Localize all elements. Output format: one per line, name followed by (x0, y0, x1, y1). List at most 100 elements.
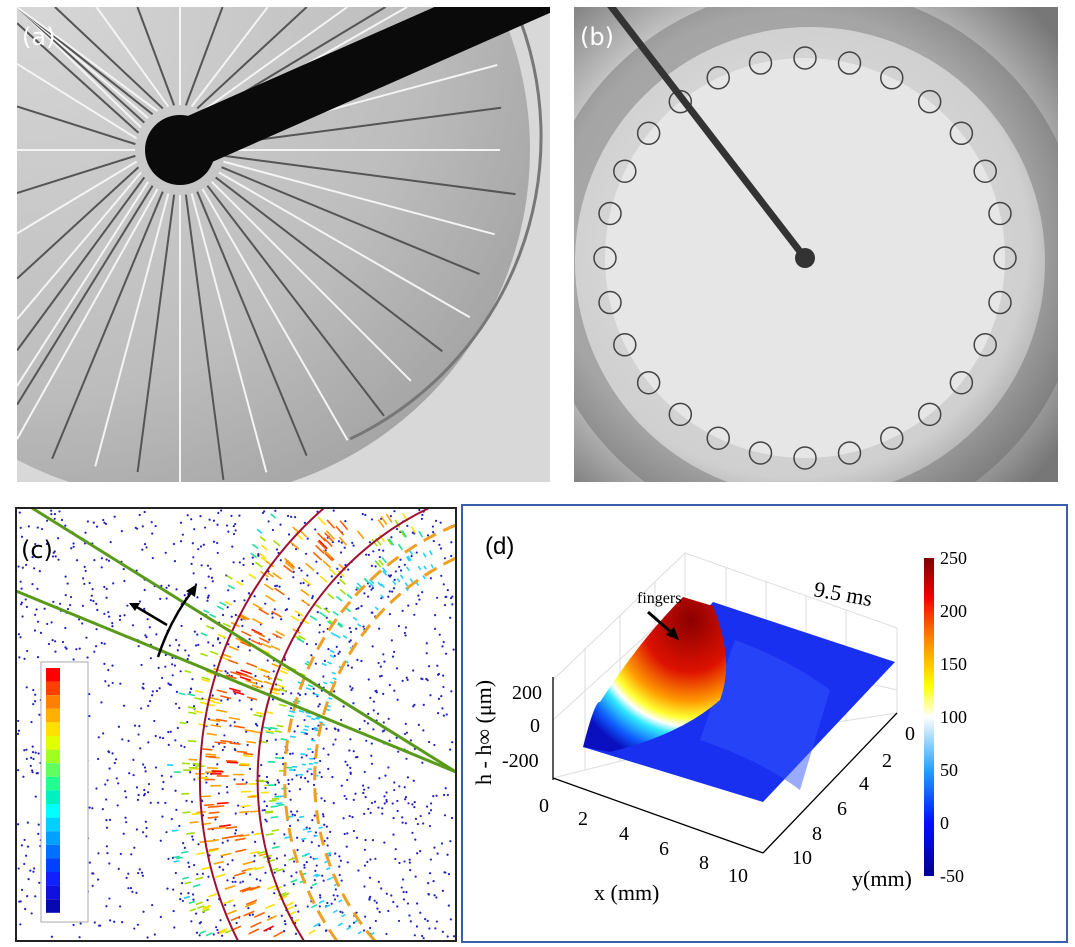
velocity-vector (244, 901, 257, 908)
tracer-dot (21, 615, 24, 618)
tracer-dot (299, 776, 303, 779)
velocity-vector (184, 669, 192, 674)
tracer-dot (425, 677, 428, 681)
tracer-dot (344, 760, 347, 763)
velocity-vector (183, 895, 191, 900)
tracer-dot (81, 604, 85, 607)
tracer-dot (395, 527, 399, 531)
tracer-dot (355, 588, 358, 591)
velocity-vector (220, 852, 232, 857)
rim-scallop (748, 441, 773, 465)
tracer-dot (376, 712, 380, 715)
needle-tip (145, 115, 215, 185)
tracer-dot (396, 698, 399, 701)
tracer-dot (348, 814, 351, 818)
tracer-dot (292, 570, 295, 573)
tracer-dot (111, 622, 114, 625)
tracer-dot (361, 513, 364, 516)
velocity-vector (246, 740, 257, 744)
velocity-vector (263, 925, 274, 932)
tracer-dot (95, 787, 98, 790)
tracer-dot (271, 612, 274, 615)
velocity-vector (251, 618, 263, 625)
tracer-dot (133, 724, 137, 727)
panel-d-label: (d) (485, 533, 514, 560)
velocity-vector (388, 538, 395, 546)
colorbar-c-segment (46, 763, 60, 777)
velocity-vector (377, 581, 383, 587)
tracer-dot (312, 692, 315, 695)
velocity-vector (228, 645, 239, 651)
velocity-vector (214, 741, 226, 745)
velocity-vector (337, 623, 343, 628)
tracer-dot (193, 778, 196, 781)
velocity-vector (422, 575, 426, 580)
tracer-dot (123, 579, 126, 583)
velocity-vector (375, 561, 382, 568)
tracer-dot (17, 867, 20, 870)
velocity-vector (216, 801, 229, 805)
tracer-dot (189, 771, 192, 774)
tracer-dot (137, 733, 140, 736)
tracer-dot (313, 879, 316, 882)
velocity-vector (317, 532, 327, 542)
tracer-dot (279, 523, 282, 526)
tracer-dot (102, 518, 105, 522)
tracer-dot (402, 898, 406, 901)
tracer-dot (217, 792, 221, 795)
tracer-dot (88, 692, 91, 696)
tracer-dot (124, 816, 127, 819)
velocity-vector (194, 697, 203, 701)
tracer-dot (325, 825, 328, 828)
finger (224, 106, 502, 146)
velocity-vector (264, 583, 274, 591)
tracer-dot (251, 556, 254, 559)
tracer-dot (391, 590, 394, 593)
tracer-dot (320, 775, 323, 779)
velocity-vector (241, 887, 254, 893)
tracer-dot (405, 757, 408, 760)
tracer-dot (291, 778, 294, 781)
velocity-vector (208, 811, 220, 815)
tracer-dot (306, 905, 309, 908)
tracer-dot (20, 601, 24, 604)
tracer-dot (150, 521, 153, 524)
tracer-dot (283, 919, 286, 923)
tracer-dot (72, 658, 75, 661)
tracer-dot (383, 795, 386, 798)
tracer-dot (318, 894, 322, 897)
tracer-dot (83, 582, 86, 586)
velocity-vector (285, 901, 294, 907)
tracer-dot (320, 797, 323, 800)
velocity-vector (313, 726, 319, 730)
tracer-dot (279, 559, 282, 562)
tracer-dot (325, 929, 328, 932)
tracer-dot (372, 550, 375, 553)
velocity-vector (222, 622, 232, 628)
tracer-dot (449, 840, 452, 843)
tracer-dot (34, 693, 37, 696)
x-tick-label: 10 (728, 865, 748, 887)
tracer-dot (374, 919, 377, 923)
tracer-dot (30, 912, 33, 915)
velocity-vector (266, 885, 277, 890)
velocity-vector (265, 810, 274, 813)
tracer-dot (452, 935, 456, 938)
tracer-dot (186, 657, 189, 661)
tracer-dot (196, 596, 199, 599)
tracer-dot (161, 736, 165, 740)
velocity-vector (394, 519, 401, 528)
tracer-dot (382, 653, 385, 656)
velocity-vector (243, 910, 255, 917)
tracer-dot (197, 643, 200, 647)
tracer-dot (223, 734, 226, 737)
tracer-dot (365, 739, 368, 742)
tracer-dot (117, 782, 120, 785)
velocity-vector (263, 680, 274, 686)
tracer-dot (97, 757, 100, 761)
tracer-dot (345, 845, 348, 848)
tracer-dot (339, 859, 342, 862)
tracer-dot (180, 624, 183, 628)
rim-scallop (793, 46, 817, 70)
